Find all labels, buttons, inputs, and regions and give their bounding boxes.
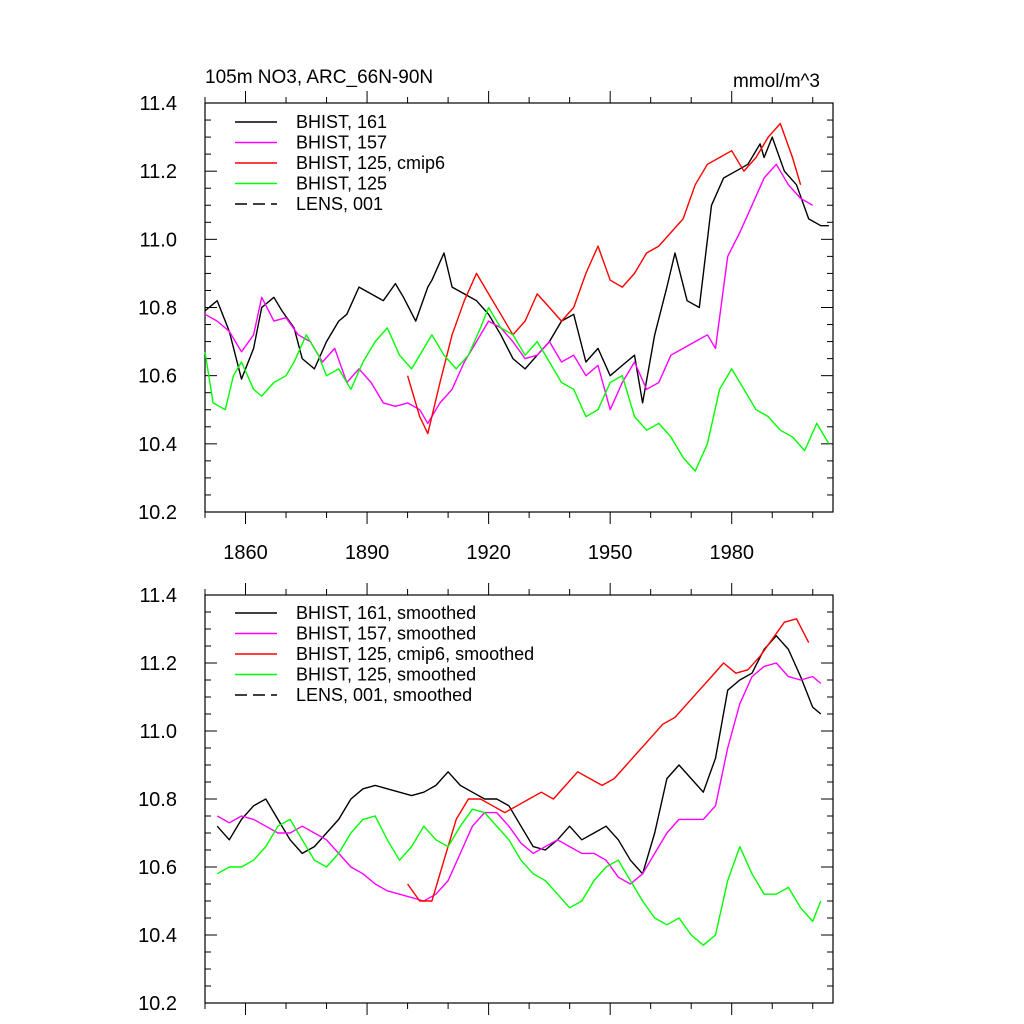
legend-label: BHIST, 161, smoothed xyxy=(296,603,476,623)
axis-ticks xyxy=(204,91,833,524)
axis-ticks xyxy=(204,583,833,1015)
y-tick-label: 11.0 xyxy=(140,229,177,251)
y-tick-labels: 10.2 10.4 10.6 10.8 11.0 11.2 11.4 xyxy=(138,93,177,524)
x-tick-labels: 1860 1890 1920 1950 1980 xyxy=(223,542,754,564)
y-tick-label: 11.4 xyxy=(140,93,177,115)
y-tick-label: 10.2 xyxy=(138,993,177,1015)
series-line xyxy=(216,662,822,902)
series-line xyxy=(216,635,822,875)
x-tick-label: 1860 xyxy=(223,542,268,564)
legend-label: BHIST, 125 xyxy=(296,174,387,194)
y-tick-label: 11.2 xyxy=(140,653,177,675)
y-tick-label: 11.2 xyxy=(140,161,177,183)
legend-label: LENS, 001 xyxy=(296,194,383,214)
legend-label: BHIST, 157 xyxy=(296,133,387,153)
y-tick-label: 10.8 xyxy=(138,789,177,811)
series-line xyxy=(216,808,822,946)
x-tick-label: 1980 xyxy=(709,542,754,564)
y-tick-label: 10.6 xyxy=(138,857,177,879)
x-tick-label: 1920 xyxy=(466,542,511,564)
legend-label: BHIST, 125, cmip6, smoothed xyxy=(296,644,534,664)
units-label: mmol/m^3 xyxy=(733,71,820,92)
series-lines xyxy=(204,122,830,472)
chart-title: 105m NO3, ARC_66N-90N xyxy=(205,67,433,88)
legend-label: BHIST, 125, cmip6 xyxy=(296,153,445,173)
series-line xyxy=(204,306,830,472)
y-tick-labels: 10.2 10.4 10.6 10.8 11.0 11.2 11.4 xyxy=(138,585,177,1015)
y-tick-label: 10.6 xyxy=(138,366,177,388)
series-line xyxy=(204,136,829,404)
y-tick-label: 10.4 xyxy=(138,434,177,456)
legend-label: LENS, 001, smoothed xyxy=(296,685,472,705)
series-line xyxy=(406,122,802,435)
legend-label: BHIST, 157, smoothed xyxy=(296,624,476,644)
top-panel: 105m NO3, ARC_66N-90N mmol/m^3 10.210.41… xyxy=(138,67,834,564)
legend-label: BHIST, 125, smoothed xyxy=(296,665,476,685)
legend-label: BHIST, 161 xyxy=(296,112,387,132)
series-line xyxy=(407,618,810,902)
y-tick-label: 10.8 xyxy=(138,298,177,320)
y-tick-label: 11.4 xyxy=(140,585,177,607)
series-lines xyxy=(216,618,822,946)
y-tick-label: 11.0 xyxy=(140,721,177,743)
y-tick-label: 10.4 xyxy=(138,925,177,947)
x-tick-label: 1890 xyxy=(345,542,390,564)
y-tick-label: 10.2 xyxy=(138,502,177,524)
bottom-panel: 10.2 10.4 10.6 10.8 11.0 11.2 11.4 BHIST, 161,… xyxy=(138,583,834,1015)
x-tick-label: 1950 xyxy=(588,542,633,564)
